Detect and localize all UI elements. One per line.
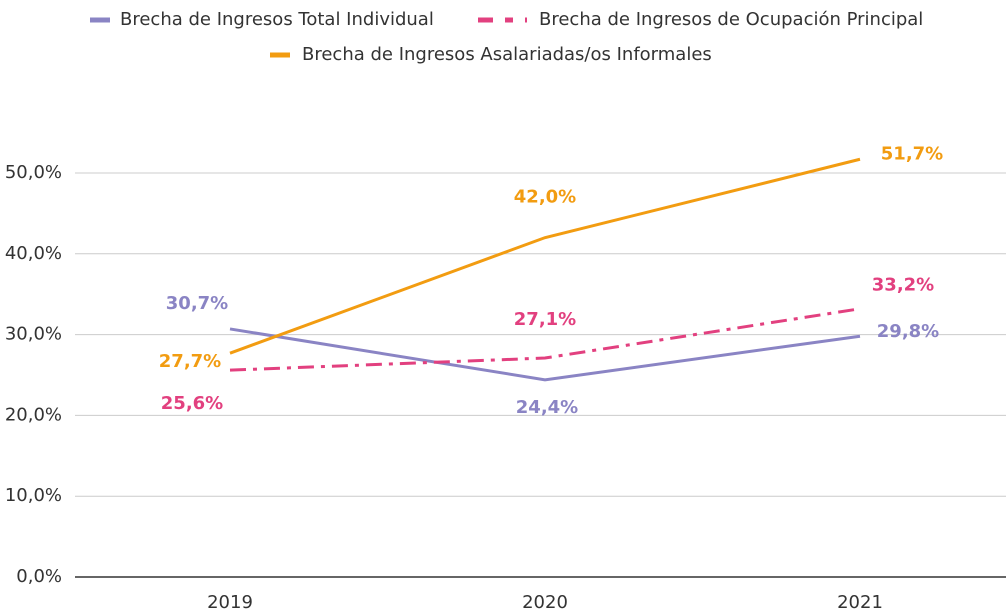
- y-tick-label: 50,0%: [5, 162, 62, 183]
- x-tick-label: 2019: [207, 592, 253, 613]
- series-line: [229, 307, 861, 372]
- series-line: [229, 157, 861, 355]
- y-tick-label: 0,0%: [16, 566, 62, 587]
- data-label: 30,7%: [166, 293, 228, 314]
- legend-label: Brecha de Ingresos Asalariadas/os Inform…: [302, 44, 712, 65]
- data-label: 27,7%: [159, 351, 221, 372]
- legend-label: Brecha de Ingresos de Ocupación Principa…: [539, 9, 923, 30]
- data-label: 29,8%: [877, 321, 939, 342]
- data-label: 51,7%: [881, 143, 943, 164]
- series-line: [229, 327, 861, 382]
- y-tick-label: 10,0%: [5, 485, 62, 506]
- y-tick-label: 40,0%: [5, 243, 62, 264]
- data-label: 33,2%: [872, 275, 934, 296]
- x-tick-label: 2020: [522, 592, 568, 613]
- x-tick-label: 2021: [837, 592, 883, 613]
- data-label: 24,4%: [516, 397, 578, 418]
- data-label: 27,1%: [514, 309, 576, 330]
- y-tick-label: 30,0%: [5, 324, 62, 345]
- data-label: 25,6%: [161, 393, 223, 414]
- data-label: 42,0%: [514, 187, 576, 208]
- y-tick-label: 20,0%: [5, 404, 62, 425]
- legend-label: Brecha de Ingresos Total Individual: [120, 9, 434, 30]
